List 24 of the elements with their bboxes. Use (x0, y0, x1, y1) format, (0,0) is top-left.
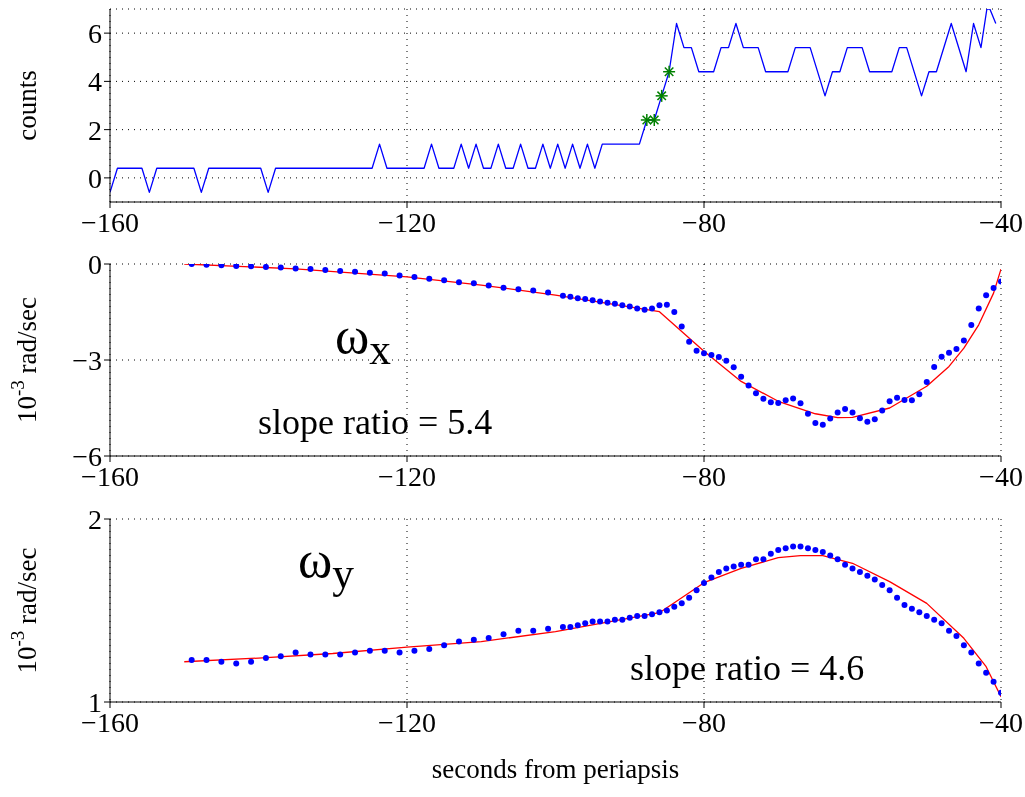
annotation: slope ratio = 4.6 (630, 648, 865, 688)
annotation: ω$_{x}$ (335, 307, 391, 374)
x-tick-label: −80 (682, 460, 726, 492)
x-tick-label: −120 (378, 206, 436, 238)
y-tick-label: 0 (88, 248, 102, 280)
y-tick-label: 2 (88, 114, 102, 146)
y-tick-label: 4 (88, 66, 102, 98)
x-tick-label: −160 (81, 206, 139, 238)
x-tick-label: −40 (979, 206, 1023, 238)
x-tick-label: −80 (682, 206, 726, 238)
y-tick-label: 6 (88, 18, 102, 50)
line-series (110, 9, 997, 193)
x-tick-label: −40 (979, 706, 1023, 738)
y-tick-label: −3 (72, 344, 102, 376)
x-axis-title: seconds from periapsis (431, 754, 680, 784)
x-tick-label: −80 (682, 706, 726, 738)
y-axis-title: counts (12, 70, 43, 141)
x-tick-label: −40 (979, 460, 1023, 492)
y-tick-label: 0 (88, 162, 102, 194)
annotation: slope ratio = 5.4 (258, 402, 493, 442)
x-tick-label: −120 (378, 460, 436, 492)
x-tick-label: −120 (378, 706, 436, 738)
y-tick-label: 2 (88, 503, 102, 535)
annotation: ω$_{y}$ (298, 531, 354, 598)
